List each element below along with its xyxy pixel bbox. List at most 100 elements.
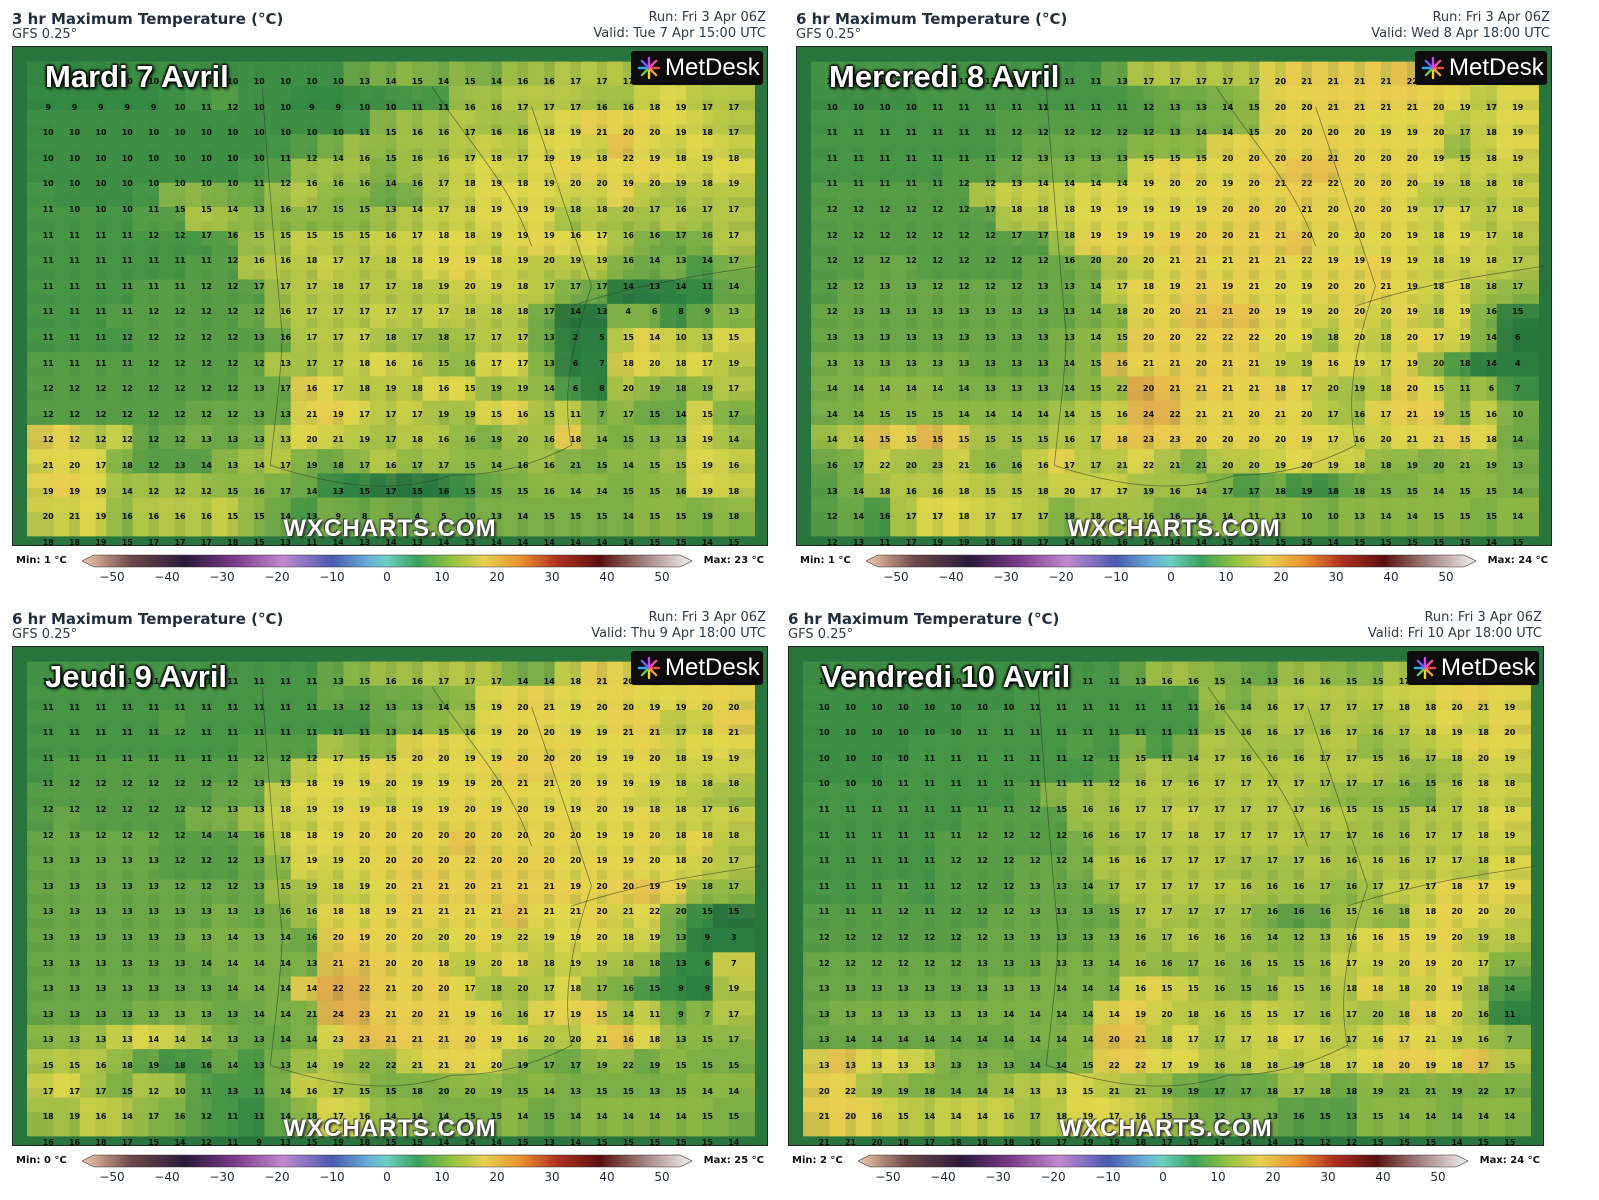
temperature-value: 13	[924, 1060, 936, 1070]
temperature-value: 18	[675, 856, 687, 866]
temperature-value: 12	[148, 1086, 160, 1096]
temperature-value: 10	[174, 102, 186, 112]
temperature-value: 18	[490, 153, 503, 163]
temperature-value: 11	[68, 307, 81, 317]
temperature-value: 17	[1222, 77, 1234, 86]
temperature-value: 14	[852, 486, 865, 496]
temperature-value: 11	[68, 728, 81, 738]
temperature-value: 20	[1477, 753, 1489, 763]
temperature-value: 18	[411, 435, 423, 445]
temperature-value: 13	[871, 984, 883, 994]
temperature-value: 19	[411, 804, 423, 814]
temperature-value: 11	[924, 907, 936, 917]
temperature-value: 21	[958, 460, 970, 470]
temperature-value: 10	[200, 179, 212, 189]
temperature-value: 21	[385, 1035, 397, 1045]
temperature-value: 11	[871, 804, 883, 814]
temperature-value: 11	[897, 830, 909, 840]
temperature-value: 19	[1425, 932, 1437, 942]
temperature-value: 14	[826, 384, 838, 394]
temperature-value: 17	[306, 332, 318, 342]
temperature-value: 18	[701, 830, 713, 840]
temperature-value: 16	[622, 230, 634, 240]
temperature-value: 17	[622, 409, 634, 419]
temperature-value: 17	[1214, 804, 1226, 814]
temperature-map[interactable]: 11 11 11 11 11 11 11 11 11 11 11 13 15 16 16 17 17 17 14 14…	[12, 646, 768, 1146]
temperature-value: 18	[517, 307, 529, 317]
temperature-value: 14	[306, 486, 318, 496]
temperature-value: 17	[359, 281, 371, 291]
temperature-value: 21	[1274, 409, 1287, 419]
temperature-value: 18	[332, 881, 344, 891]
temperature-value: 13	[1011, 384, 1023, 394]
temperature-value: 15	[1293, 958, 1305, 968]
temperature-map[interactable]: 11 11 11 11 11 11 11 11 11 11 11 13 17 17 17 17 17 20 21 21…	[796, 46, 1552, 546]
temperature-value: 12	[852, 204, 865, 214]
temperature-value: 16	[332, 179, 344, 189]
temperature-value: 14	[1037, 409, 1049, 419]
temperature-value: 20	[438, 984, 450, 994]
temperature-value: 20	[490, 779, 503, 789]
temperature-value: 16	[1037, 460, 1049, 470]
temperature-map[interactable]: 10 10 10 10 10 10 10 10 10 11 11 11 13 16 16 15 14 13 16 16…	[788, 646, 1544, 1146]
temperature-value: 17	[701, 102, 713, 112]
temperature-value: 17	[1380, 409, 1392, 419]
temperature-value: 19	[728, 753, 740, 763]
temperature-value: 18	[1485, 153, 1497, 163]
temperature-value: 13	[932, 307, 944, 317]
temperature-value: 17	[1319, 830, 1331, 840]
temperature-value: 20	[1406, 332, 1418, 342]
temperature-value: 16	[411, 677, 423, 686]
temperature-value: 10	[1301, 512, 1313, 522]
temperature-value: 20	[464, 281, 476, 291]
map-panel-1: 3 hr Maximum Temperature (°C) GFS 0.25° …	[0, 0, 780, 600]
temperature-value: 13	[932, 358, 944, 368]
temperature-value: 19	[1406, 128, 1418, 138]
temperature-value: 10	[174, 153, 186, 163]
temperature-value: 16	[1187, 779, 1199, 789]
temperature-value: 20	[649, 753, 661, 763]
temperature-value: 13	[675, 958, 687, 968]
temperature-value: 7	[731, 958, 737, 968]
temperature-value: 17	[1346, 728, 1358, 738]
chart-title: 6 hr Maximum Temperature (°C)	[12, 610, 284, 628]
temperature-value: 16	[411, 128, 423, 138]
temperature-value: 16	[1214, 932, 1226, 942]
temperature-value: 20	[1380, 179, 1392, 189]
temperature-value: 19	[438, 256, 450, 266]
temperature-value: 11	[1029, 779, 1041, 789]
temperature-value: 16	[1354, 435, 1366, 445]
temperature-value: 11	[818, 856, 830, 866]
temperature-value: 11	[42, 204, 54, 214]
temperature-value: 15	[622, 332, 634, 342]
temperature-value: 11	[1003, 779, 1015, 789]
temperature-value: 5	[599, 332, 605, 342]
temperature-value: 13	[121, 1035, 133, 1045]
temperature-value: 16	[728, 460, 740, 470]
temperature-value: 15	[728, 332, 740, 342]
temperature-value: 15	[701, 409, 713, 419]
temperature-value: 11	[227, 753, 239, 763]
temperature-value: 13	[905, 281, 917, 291]
temperature-value: 17	[1346, 1060, 1358, 1070]
temperature-value: 16	[1082, 830, 1094, 840]
temperature-value: 14	[306, 984, 318, 994]
temperature-value: 13	[68, 1035, 81, 1045]
temperature-map[interactable]: 9 9 9 10 10 10 10 10 10 10 10 10 13 14 15 14 15 14 16 16 17 1…	[12, 46, 768, 546]
temperature-value: 21	[622, 728, 634, 738]
temperature-value: 11	[1161, 728, 1173, 738]
temperature-value: 11	[227, 702, 239, 712]
temperature-value: 17	[1063, 460, 1076, 470]
temperature-value: 13	[1169, 128, 1181, 138]
temperature-value: 15	[1380, 486, 1392, 496]
temperature-value: 14	[1195, 486, 1207, 496]
temperature-value: 10	[68, 153, 81, 163]
temperature-value: 17	[1214, 753, 1226, 763]
temperature-value: 16	[438, 128, 450, 138]
temperature-value: 15	[1082, 1060, 1094, 1070]
temperature-value: 18	[622, 958, 634, 968]
temperature-value: 21	[1380, 281, 1392, 291]
temperature-value: 10	[818, 702, 830, 712]
temperature-value: 12	[121, 830, 133, 840]
temperature-value: 15	[1116, 332, 1128, 342]
